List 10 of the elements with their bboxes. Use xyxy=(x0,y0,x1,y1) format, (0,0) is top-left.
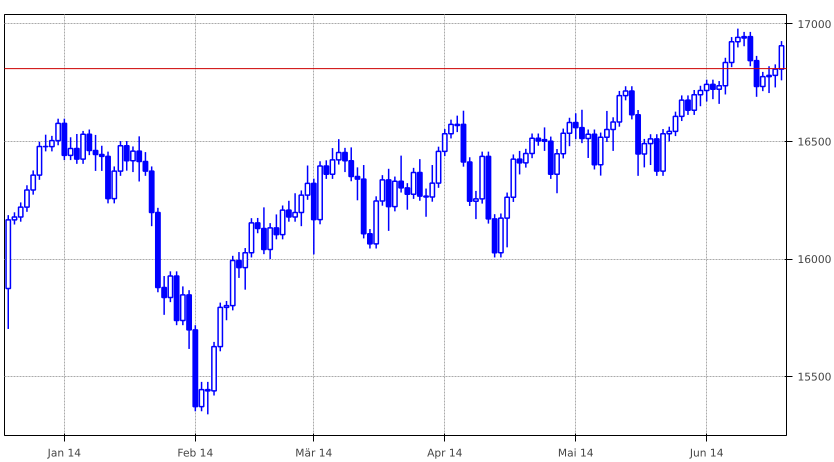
x-tick-label: Jan 14 xyxy=(46,446,82,460)
x-tick-label: Feb 14 xyxy=(177,446,214,460)
x-tick-label: Mai 14 xyxy=(558,446,594,460)
y-tick-label: 16500 xyxy=(798,136,832,149)
x-tick-label: Apr 14 xyxy=(427,446,463,460)
x-tick-label: Mär 14 xyxy=(295,446,333,460)
y-tick-label: 16000 xyxy=(798,253,832,266)
y-tick-label: 17000 xyxy=(798,18,832,31)
y-tick-label: 15500 xyxy=(798,370,832,384)
x-tick-label: Jun 14 xyxy=(688,446,724,460)
